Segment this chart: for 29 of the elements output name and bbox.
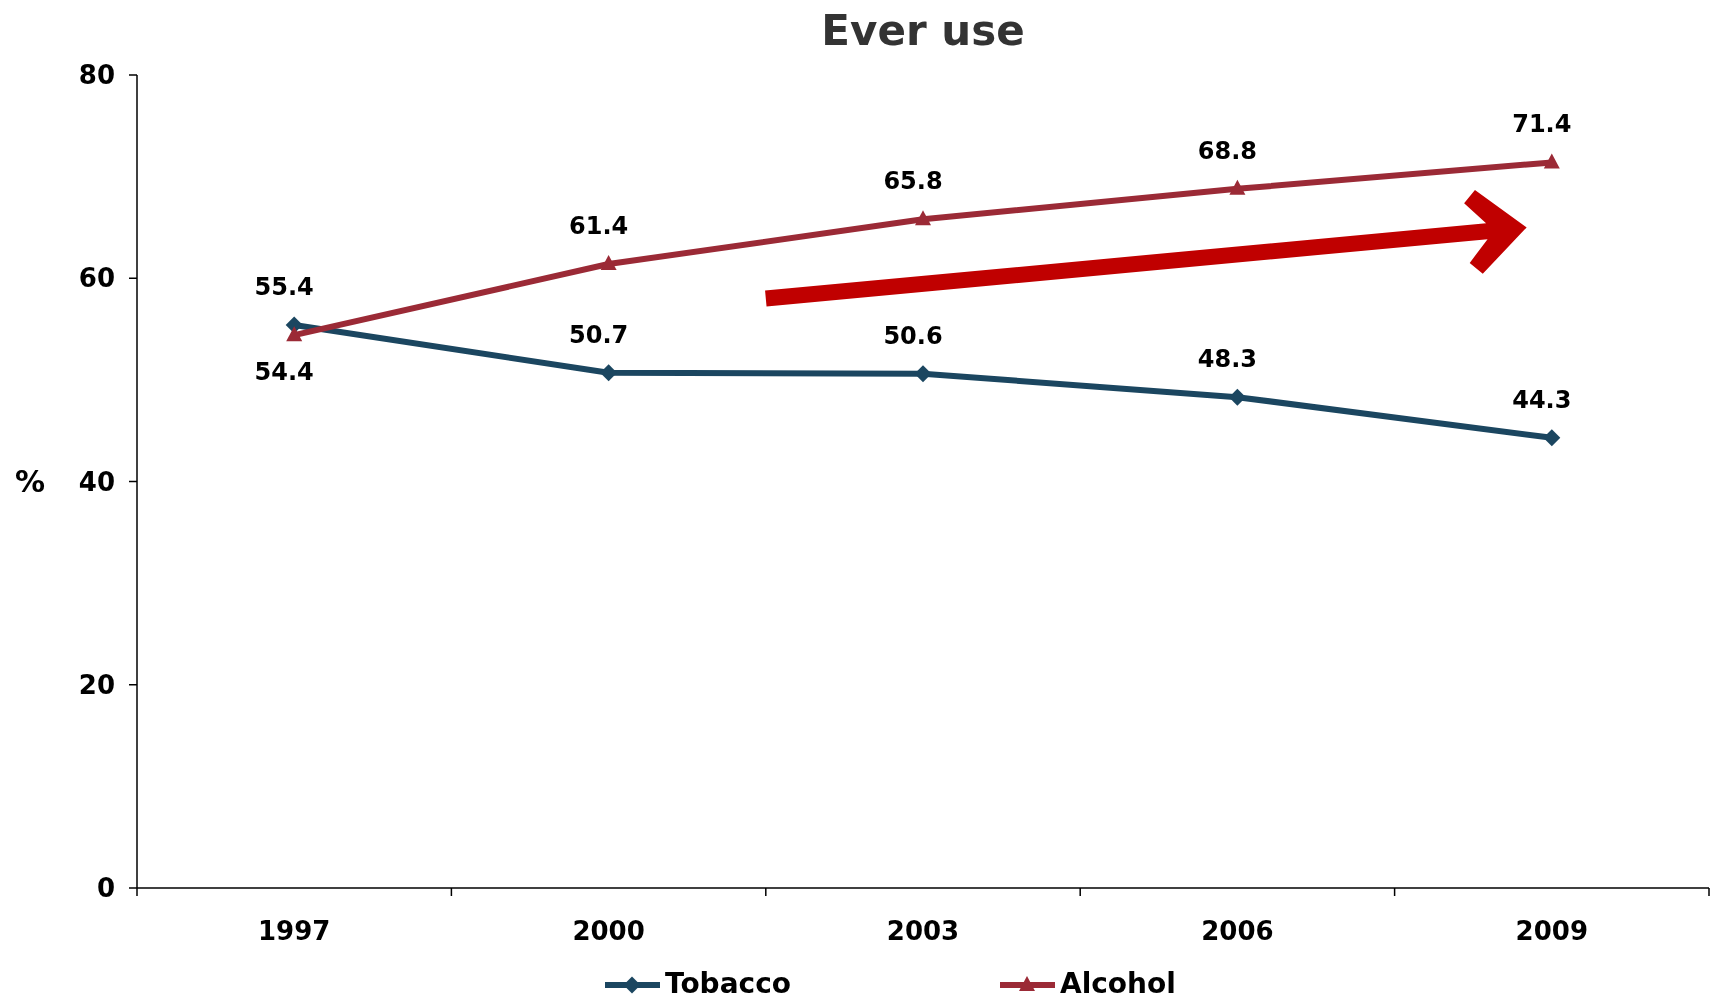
data-label: 48.3	[1197, 345, 1258, 374]
data-label: 71.4	[1512, 110, 1572, 139]
point	[286, 326, 303, 342]
data-label: 50.6	[883, 321, 943, 350]
legend-label: Tobacco	[665, 967, 791, 1000]
x-tick-label: 2009	[1515, 916, 1588, 946]
x-tick-label: 2003	[886, 916, 960, 946]
data-label: 55.4	[254, 273, 314, 301]
legend-label: Alcohol	[1060, 967, 1176, 1000]
data-label: 44.3	[1512, 385, 1572, 414]
data-label: 65.8	[883, 167, 943, 196]
data-label: 61.4	[568, 212, 629, 241]
y-axis-title: %	[14, 463, 46, 499]
point	[915, 210, 931, 226]
y-tick-label: 20	[78, 669, 115, 700]
y-tick-label: 80	[78, 60, 115, 90]
x-tick-label: 2000	[572, 916, 645, 946]
point	[1229, 179, 1246, 195]
data-label: 54.4	[254, 358, 314, 387]
y-tick-label: 0	[96, 873, 115, 903]
data-label: 68.8	[1197, 136, 1258, 165]
y-tick-label: 60	[78, 263, 115, 294]
y-tick-label: 40	[78, 466, 115, 497]
point	[1543, 153, 1560, 169]
point	[600, 255, 617, 271]
data-label: 50.7	[568, 320, 629, 349]
x-tick-label: 2006	[1201, 916, 1274, 946]
chart-title: Ever use	[821, 6, 1025, 55]
x-tick-label: 1997	[258, 916, 331, 946]
